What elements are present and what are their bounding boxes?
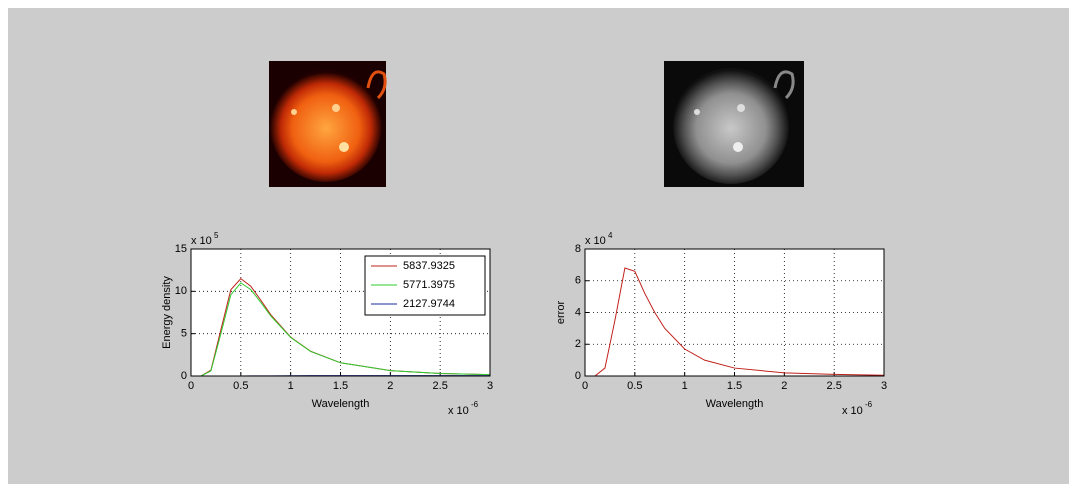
x-tick-label: 1.5 xyxy=(727,380,742,392)
y-tick-label: 4 xyxy=(575,306,581,318)
chart: 0 0.5 1 1.5 2 2.5 3 0 5 10 15 Wavelength Energy dens… xyxy=(161,231,493,417)
legend-label: 5837.9325 xyxy=(403,260,455,272)
data-line xyxy=(585,267,885,377)
x-exponent: -6 xyxy=(471,400,479,409)
x-tick-label: 2.5 xyxy=(827,380,842,392)
sun-image-color xyxy=(269,61,387,187)
plot-area xyxy=(585,249,884,376)
sun-image-gray xyxy=(664,61,804,187)
x-tick-label: 1 xyxy=(288,380,294,392)
x-multiplier: x 10 xyxy=(842,405,863,417)
x-tick-label: 1.5 xyxy=(333,380,348,392)
x-tick-label: 2 xyxy=(387,380,393,392)
axes-frame xyxy=(584,248,885,377)
y-exponent: 4 xyxy=(608,231,613,240)
x-tick-label: 0 xyxy=(582,380,588,392)
x-tick-label: 3 xyxy=(881,380,887,392)
figure-background xyxy=(8,8,1069,484)
y-axis-label: Energy density xyxy=(161,276,173,349)
x-exponent: -6 xyxy=(865,400,873,409)
y-tick-label: 15 xyxy=(175,243,187,255)
y-tick-label: 10 xyxy=(175,285,187,297)
x-multiplier: x 10 xyxy=(448,405,469,417)
y-tick-label: 8 xyxy=(575,243,581,255)
x-axis-label: Wavelength xyxy=(312,398,370,410)
legend-label: 2127.9744 xyxy=(403,298,455,310)
y-tick-label: 5 xyxy=(181,328,187,340)
y-tick-label: 2 xyxy=(575,338,581,350)
x-tick-label: 2.5 xyxy=(433,380,448,392)
x-tick-label: 1 xyxy=(682,380,688,392)
axes-frame xyxy=(190,248,491,377)
legend-label: 5771.3975 xyxy=(403,279,455,291)
y-exponent: 5 xyxy=(214,231,219,240)
y-axis-label: error xyxy=(555,301,567,325)
x-tick-label: 0.5 xyxy=(233,380,248,392)
y-tick-label: 6 xyxy=(575,275,581,287)
data-line xyxy=(191,282,491,377)
y-multiplier: x 10 xyxy=(585,235,606,247)
x-axis-label: Wavelength xyxy=(706,398,764,410)
x-tick-label: 0 xyxy=(188,380,194,392)
y-multiplier: x 10 xyxy=(191,235,212,247)
y-tick-label: 0 xyxy=(575,370,581,382)
x-tick-label: 2 xyxy=(781,380,787,392)
x-tick-label: 0.5 xyxy=(627,380,642,392)
y-tick-label: 0 xyxy=(181,370,187,382)
x-tick-label: 3 xyxy=(487,380,493,392)
